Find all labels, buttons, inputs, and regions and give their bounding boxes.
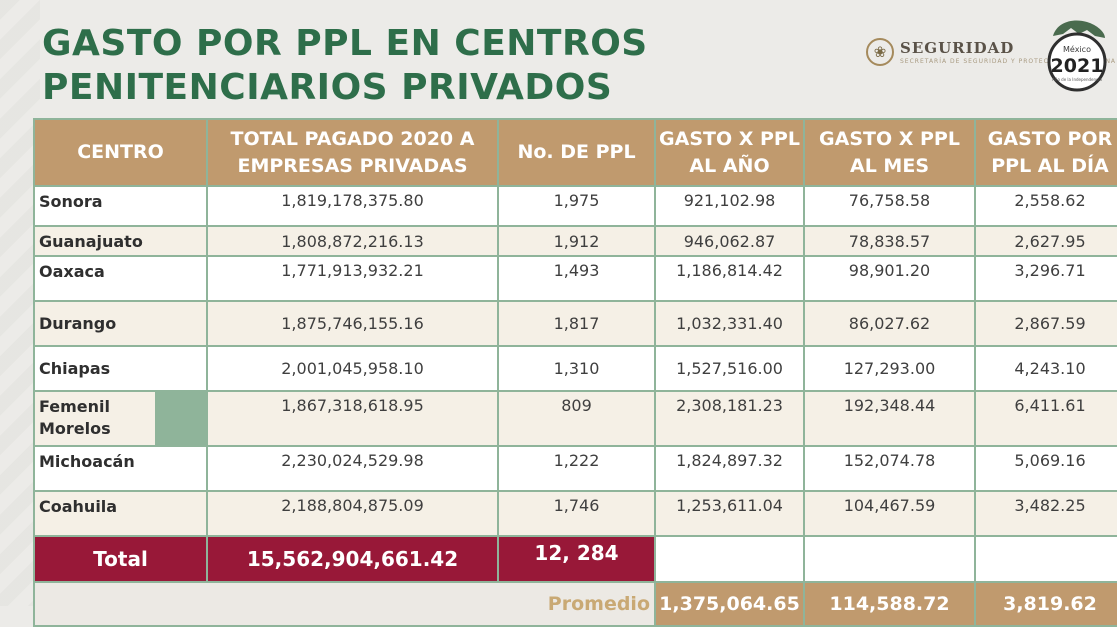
cell-mes: 76,758.58 (805, 187, 974, 225)
cell-centro: Coahuila (35, 492, 206, 535)
cell-mes: 127,293.00 (805, 347, 974, 390)
cell-total: 1,819,178,375.80 (208, 187, 497, 225)
cell-ppl: 1,975 (499, 187, 654, 225)
cell-dia: 3,296.71 (976, 257, 1117, 300)
page-title: GASTO POR PPL EN CENTROS PENITENCIARIOS … (42, 22, 648, 110)
cell-centro: Michoacán (35, 447, 206, 490)
cell-centro: Durango (35, 302, 206, 345)
badge-top-text: México (1063, 44, 1091, 54)
cell-ano: 1,527,516.00 (656, 347, 803, 390)
promedio-ano: 1,375,064.65 (656, 583, 803, 625)
header-gasto-dia: GASTO POR PPL AL DÍA (976, 120, 1117, 185)
cell-ano: 1,253,611.04 (656, 492, 803, 535)
header-centro: CENTRO (35, 120, 206, 185)
cell-centro: Sonora (35, 187, 206, 225)
cell-mes: 104,467.59 (805, 492, 974, 535)
cell-total: 2,230,024,529.98 (208, 447, 497, 490)
cell-dia: 2,558.62 (976, 187, 1117, 225)
eagle-seal-icon: ❀ (866, 38, 894, 66)
cell-ppl: 1,817 (499, 302, 654, 345)
header-gasto-mes: GASTO X PPL AL MES (805, 120, 974, 185)
cell-mes: 78,838.57 (805, 227, 974, 255)
cell-ppl: 809 (499, 392, 654, 445)
seguridad-logo: ❀ SEGURIDAD SECRETARÍA DE SEGURIDAD Y PR… (866, 38, 1116, 66)
total-amount: 15,562,904,661.42 (208, 537, 497, 581)
seguridad-logo-subtext: SECRETARÍA DE SEGURIDAD Y PROTECCIÓN CIU… (900, 58, 1117, 65)
cell-total: 1,875,746,155.16 (208, 302, 497, 345)
cell-total: 1,771,913,932.21 (208, 257, 497, 300)
cell-dia: 2,627.95 (976, 227, 1117, 255)
total-label: Total (35, 537, 206, 581)
promedio-dia: 3,819.62 (976, 583, 1117, 625)
cell-ano: 1,824,897.32 (656, 447, 803, 490)
data-table: CENTRO TOTAL PAGADO 2020 A EMPRESAS PRIV… (33, 118, 1117, 627)
cell-centro: Guanajuato (35, 227, 206, 255)
cell-total: 2,001,045,958.10 (208, 347, 497, 390)
total-blank-cell (656, 537, 803, 581)
header-gasto-ano: GASTO X PPL AL AÑO (656, 120, 803, 185)
cell-total: 1,867,318,618.95 (208, 392, 497, 445)
cell-dia: 4,243.10 (976, 347, 1117, 390)
cell-dia: 5,069.16 (976, 447, 1117, 490)
total-blank-cell (805, 537, 974, 581)
cell-dia: 6,411.61 (976, 392, 1117, 445)
cell-mes: 192,348.44 (805, 392, 974, 445)
cell-dia: 3,482.25 (976, 492, 1117, 535)
cell-ano: 946,062.87 (656, 227, 803, 255)
cell-mes: 152,074.78 (805, 447, 974, 490)
cell-dia: 2,867.59 (976, 302, 1117, 345)
promedio-mes: 114,588.72 (805, 583, 974, 625)
cell-centro: Chiapas (35, 347, 206, 390)
header-total-pagado: TOTAL PAGADO 2020 A EMPRESAS PRIVADAS (208, 120, 497, 185)
total-blank-cell (976, 537, 1117, 581)
cell-centro: Femenil Morelos (35, 392, 155, 445)
cell-ppl: 1,912 (499, 227, 654, 255)
cell-total: 2,188,804,875.09 (208, 492, 497, 535)
cell-mes: 98,901.20 (805, 257, 974, 300)
cell-ano: 1,032,331.40 (656, 302, 803, 345)
cell-total: 1,808,872,216.13 (208, 227, 497, 255)
cell-mes: 86,027.62 (805, 302, 974, 345)
total-ppl: 12, 284 (499, 537, 654, 581)
header-no-ppl: No. DE PPL (499, 120, 654, 185)
cell-ppl: 1,493 (499, 257, 654, 300)
mexico-2021-badge: México 2021 Año de la Independencia (1047, 20, 1107, 92)
badge-sub-text: Año de la Independencia (1052, 77, 1102, 82)
cell-ppl: 1,310 (499, 347, 654, 390)
cell-ano: 921,102.98 (656, 187, 803, 225)
cell-ppl: 1,746 (499, 492, 654, 535)
cell-ano: 1,186,814.42 (656, 257, 803, 300)
promedio-label: Promedio (35, 583, 654, 625)
cell-ppl: 1,222 (499, 447, 654, 490)
page-title-line-2: PENITENCIARIOS PRIVADOS (42, 67, 613, 108)
badge-year-text: 2021 (1051, 55, 1104, 77)
page-title-line-1: GASTO POR PPL EN CENTROS (42, 23, 648, 64)
cell-centro: Oaxaca (35, 257, 206, 300)
cell-ano: 2,308,181.23 (656, 392, 803, 445)
seguridad-logo-text: SEGURIDAD (900, 39, 1015, 57)
